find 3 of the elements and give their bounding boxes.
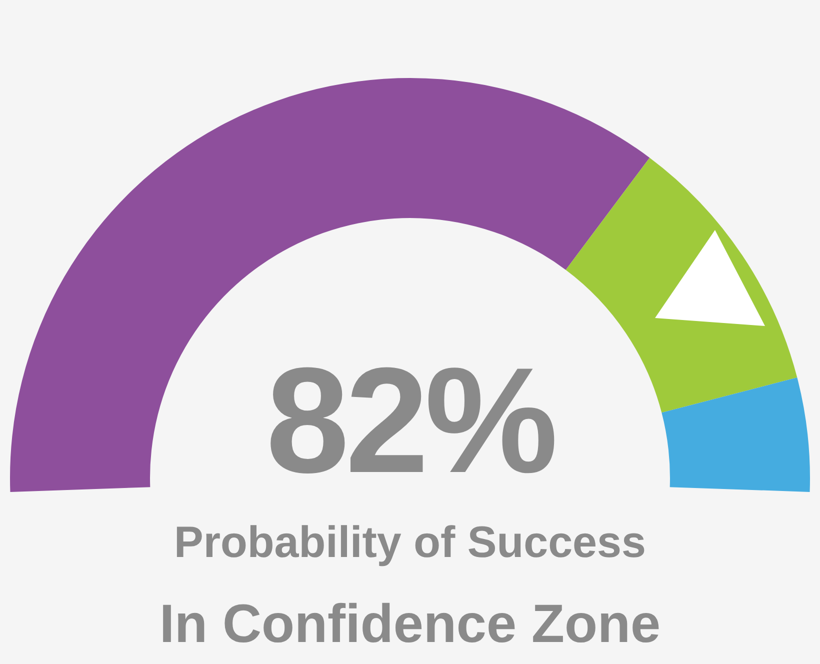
text: 82% [264, 336, 556, 504]
text: Probability of Success [173, 518, 647, 568]
text: In Confidence Zone [158, 594, 662, 654]
